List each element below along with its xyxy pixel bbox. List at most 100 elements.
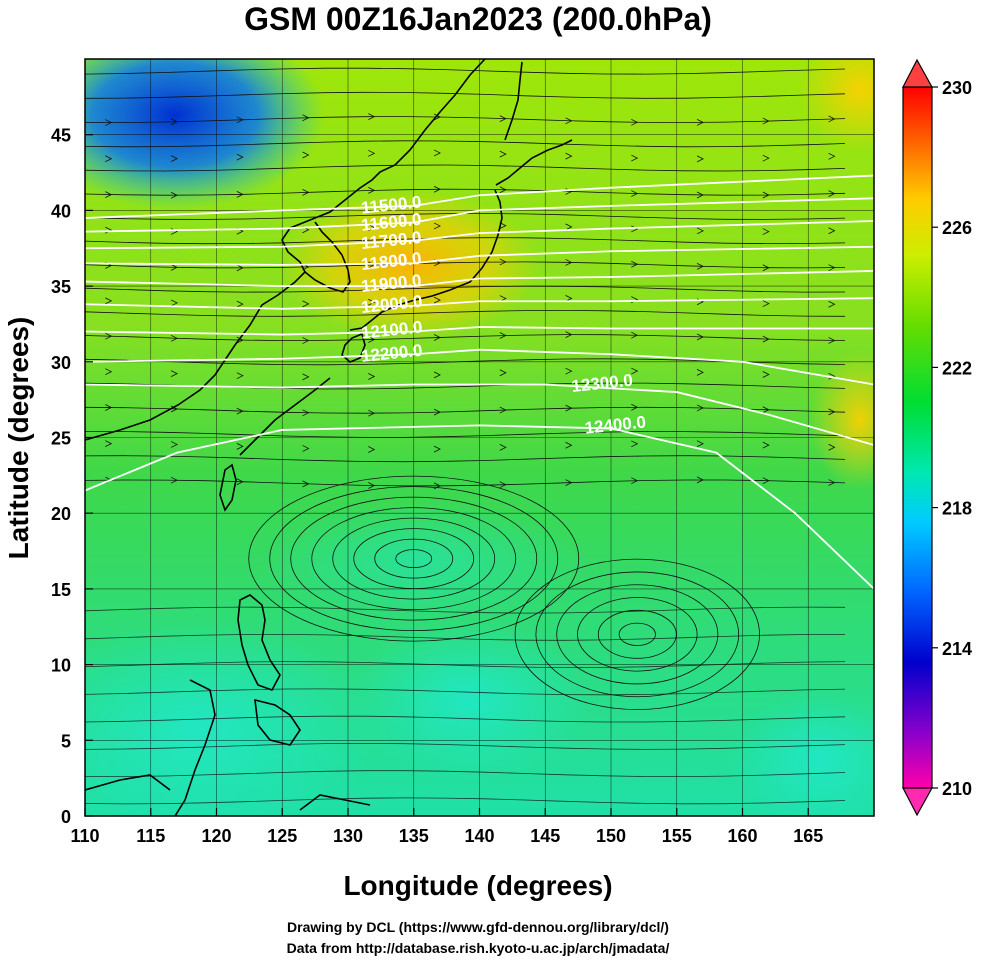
wind-arrow xyxy=(105,119,113,126)
wind-arrow xyxy=(762,335,770,343)
wind-arrow xyxy=(696,191,704,199)
wind-arrow xyxy=(631,440,639,448)
streamline xyxy=(85,633,846,641)
wind-arrow xyxy=(433,113,441,121)
y-tick-label: 20 xyxy=(51,504,71,524)
streamline xyxy=(85,285,846,293)
wind-arrow xyxy=(631,331,639,339)
x-tick-label: 130 xyxy=(333,826,363,846)
colorbar-gradient xyxy=(902,86,933,789)
streamline xyxy=(85,715,846,723)
x-tick-label: 125 xyxy=(267,826,297,846)
wind-arrow xyxy=(433,185,441,193)
wind-arrow xyxy=(828,300,836,308)
wind-arrow xyxy=(105,226,113,234)
wind-arrow xyxy=(762,154,770,162)
streamline xyxy=(85,661,846,669)
chart-title: GSM 00Z16Jan2023 (200.0hPa) xyxy=(244,1,712,37)
contour-line xyxy=(85,383,874,446)
wind-arrow xyxy=(236,116,244,124)
wind-arrow xyxy=(631,477,639,485)
contour-line xyxy=(85,326,874,336)
wind-arrow xyxy=(565,441,573,449)
streamline xyxy=(85,334,846,342)
wind-arrow xyxy=(499,481,507,489)
wind-arrow xyxy=(696,369,704,376)
wind-streamlines xyxy=(85,67,846,805)
coastline-borneo xyxy=(85,679,216,816)
wind-arrow xyxy=(631,118,639,126)
streamline xyxy=(85,91,846,99)
wind-arrow xyxy=(499,369,507,377)
x-tick-label: 145 xyxy=(530,826,560,846)
wind-arrow xyxy=(170,441,178,448)
wind-arrow xyxy=(236,153,244,161)
wind-arrow xyxy=(565,331,573,338)
streamline-eddy xyxy=(374,538,454,579)
wind-arrow xyxy=(631,154,639,162)
streamline xyxy=(85,606,846,614)
wind-arrow xyxy=(565,117,573,125)
wind-arrow xyxy=(762,264,770,272)
wind-arrow xyxy=(433,222,441,230)
colorbar-tick-label: 210 xyxy=(942,779,972,799)
streamline-eddy xyxy=(248,475,580,642)
wind-arrow xyxy=(631,225,639,233)
wind-arrow xyxy=(170,191,178,199)
x-tick-label: 160 xyxy=(727,826,757,846)
streamline xyxy=(85,431,846,438)
wind-arrow xyxy=(433,408,441,416)
x-tick-label: 135 xyxy=(399,826,429,846)
streamline xyxy=(85,406,846,414)
wind-arrow xyxy=(302,337,310,344)
wind-arrow xyxy=(696,262,704,270)
wind-arrow xyxy=(828,227,836,235)
wind-arrow xyxy=(105,297,113,305)
wind-arrow xyxy=(631,367,639,375)
streamline-eddy xyxy=(618,622,656,646)
wind-arrow xyxy=(565,404,573,412)
wind-arrow xyxy=(565,479,573,486)
wind-arrow xyxy=(170,299,178,307)
streamline xyxy=(85,164,846,172)
streamline xyxy=(85,309,846,317)
colorbar: 210 214 218 222 226 230 xyxy=(902,58,972,817)
x-tick-label: 165 xyxy=(793,826,823,846)
contour-line xyxy=(85,297,874,310)
x-axis-ticks: 110 115 120 125 130 135 140 145 150 155 160 165 xyxy=(70,808,823,846)
wind-arrow xyxy=(499,222,507,230)
wind-arrow xyxy=(170,476,178,484)
y-axis-label: Latitude (degrees) xyxy=(3,317,34,560)
wind-arrow xyxy=(499,186,507,194)
colorbar-tick-label: 226 xyxy=(942,218,972,238)
wind-arrow xyxy=(565,367,573,375)
wind-arrow xyxy=(236,443,244,450)
wind-arrow xyxy=(368,113,376,120)
wind-arrow xyxy=(696,333,704,341)
wind-arrow xyxy=(170,405,178,413)
wind-arrow xyxy=(368,186,376,194)
wind-arrow xyxy=(499,332,507,339)
wind-arrow xyxy=(302,373,310,381)
wind-arrow xyxy=(828,408,836,416)
wind-arrow xyxy=(696,119,704,126)
streamline-eddy xyxy=(395,549,433,569)
wind-arrow xyxy=(631,260,639,268)
grid-lines xyxy=(84,59,874,817)
colorbar-tick-label: 230 xyxy=(942,78,972,98)
contour-line xyxy=(85,220,874,250)
wind-arrow xyxy=(170,334,178,342)
wind-arrow xyxy=(433,371,441,379)
streamline-eddy xyxy=(535,571,740,698)
wind-arrow xyxy=(368,224,376,231)
wind-arrow xyxy=(433,445,441,453)
y-tick-label: 30 xyxy=(51,353,71,373)
wind-arrow xyxy=(762,117,770,125)
streamline-eddy xyxy=(597,609,677,659)
colorbar-tick-label: 218 xyxy=(942,499,972,519)
wind-arrow xyxy=(368,336,376,343)
streamline-eddy xyxy=(556,584,719,685)
footer-credit-data: Data from http://database.rish.kyoto-u.a… xyxy=(287,940,670,956)
wind-arrow xyxy=(499,406,507,414)
wind-arrow xyxy=(631,403,639,411)
